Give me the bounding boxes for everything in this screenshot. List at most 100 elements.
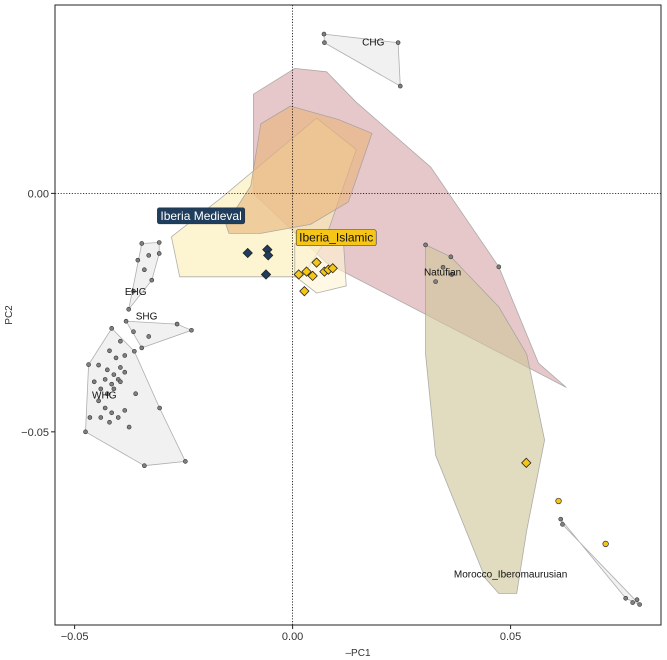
- point-whg: [109, 381, 114, 387]
- point-whg: [83, 429, 88, 435]
- point-morocco-iberomaurusian: [637, 602, 642, 607]
- point-iberia-islamic: [293, 269, 304, 280]
- point-iberia-medieval: [260, 269, 272, 280]
- data-points: [83, 31, 642, 607]
- hull-olive: [425, 244, 546, 594]
- point-whg: [122, 408, 128, 413]
- group-labels: CHG EHG SHG WHG Natufian Morocco_Iberomaurusi…: [92, 38, 567, 581]
- point-whg: [115, 415, 121, 420]
- x-tick-label: 0.05: [500, 631, 521, 643]
- point-whg: [142, 463, 147, 469]
- point-whg: [102, 377, 108, 382]
- tag-islamic: Iberia_Islamic: [295, 229, 377, 247]
- point-whg: [105, 391, 110, 396]
- point-whg: [126, 424, 132, 430]
- point-morocco-iberomaurusian: [560, 522, 565, 527]
- point-chg: [395, 40, 401, 45]
- x-axis-label: –PC1: [345, 648, 370, 659]
- y-axis-label: PC2: [4, 305, 15, 325]
- point-ehg: [156, 240, 162, 245]
- hull-morocco-iberomaurusian: [560, 518, 640, 605]
- point-whg: [86, 362, 91, 367]
- hull-whg: [85, 327, 187, 467]
- point-whg: [118, 379, 123, 385]
- label-ehg: EHG: [125, 287, 147, 298]
- point-whg: [91, 379, 97, 385]
- x-tick-label: 0.00: [282, 631, 303, 643]
- point-whg: [98, 386, 104, 392]
- point-whg: [107, 420, 112, 425]
- group-hulls: [85, 33, 640, 605]
- point-iberia-islamic: [311, 257, 322, 268]
- point-whg: [183, 459, 188, 464]
- tag-medieval-box: [157, 207, 246, 225]
- point-iberia-islamic-extra: [602, 540, 609, 548]
- point-iberia-islamic: [327, 263, 338, 274]
- point-natufian: [448, 254, 454, 260]
- point-ehg: [135, 257, 141, 263]
- point-whg: [109, 326, 114, 331]
- point-whg: [105, 367, 110, 373]
- point-chg: [321, 31, 327, 37]
- point-whg: [107, 348, 112, 354]
- hull-iberia-islamic: [294, 238, 347, 294]
- tag-islamic-text: Iberia_Islamic: [299, 231, 373, 245]
- y-tick-label: −0.05: [21, 427, 49, 439]
- point-whg: [122, 369, 128, 375]
- point-natufian: [449, 272, 455, 277]
- x-tick-label: −0.05: [61, 631, 89, 643]
- point-whg: [102, 405, 108, 411]
- point-ehg: [131, 288, 136, 294]
- tag-islamic-box: [295, 229, 377, 247]
- point-whg: [118, 365, 123, 370]
- label-natufian: Natufian: [424, 267, 461, 278]
- label-shg: SHG: [136, 311, 158, 322]
- label-chg: CHG: [362, 38, 384, 49]
- point-whg: [111, 386, 117, 392]
- label-morocco: Morocco_Iberomaurusian: [454, 569, 567, 580]
- tag-medieval-text: Iberia Medieval: [160, 209, 241, 223]
- point-shg: [146, 334, 152, 339]
- point-whg: [118, 338, 123, 344]
- point-shg: [123, 318, 129, 324]
- axes: −0.05 0.00 0.05 0.00 −0.05: [21, 188, 521, 643]
- reference-lines: [55, 5, 661, 625]
- point-morocco-iberomaurusian: [558, 516, 564, 522]
- point-ehg: [126, 306, 131, 312]
- point-whg: [111, 372, 117, 377]
- point-shg: [189, 327, 194, 333]
- point-iberia-islamic: [521, 457, 532, 469]
- point-chg: [322, 40, 327, 45]
- point-whg: [113, 355, 119, 361]
- hull-orange: [225, 105, 373, 234]
- point-whg: [98, 415, 104, 420]
- point-whg: [96, 362, 101, 368]
- point-ehg: [142, 267, 147, 272]
- point-shg: [174, 321, 180, 327]
- point-shg: [131, 329, 136, 334]
- point-iberia-medieval: [242, 247, 253, 259]
- label-whg: WHG: [92, 390, 117, 401]
- point-natufian: [496, 264, 502, 270]
- plot-frame: [54, 4, 662, 626]
- point-ehg: [139, 241, 145, 246]
- hull-ehg: [128, 242, 160, 310]
- y-tick-label: 0.00: [28, 188, 49, 200]
- hull-shg: [125, 320, 193, 349]
- point-ehg: [156, 251, 162, 256]
- tag-medieval: Iberia Medieval: [157, 207, 246, 225]
- point-iberia-islamic-extra: [555, 497, 562, 505]
- point-iberia-islamic: [299, 285, 310, 297]
- point-whg: [87, 415, 93, 420]
- point-whg: [157, 405, 162, 411]
- point-whg: [132, 348, 137, 354]
- point-whg: [96, 398, 101, 404]
- point-ehg: [149, 277, 155, 283]
- point-whg: [122, 353, 128, 358]
- point-iberia-islamic: [307, 270, 318, 282]
- point-iberia-medieval: [263, 250, 274, 261]
- point-morocco-iberomaurusian: [623, 595, 628, 601]
- point-whg: [109, 410, 114, 416]
- point-natufian: [440, 265, 446, 270]
